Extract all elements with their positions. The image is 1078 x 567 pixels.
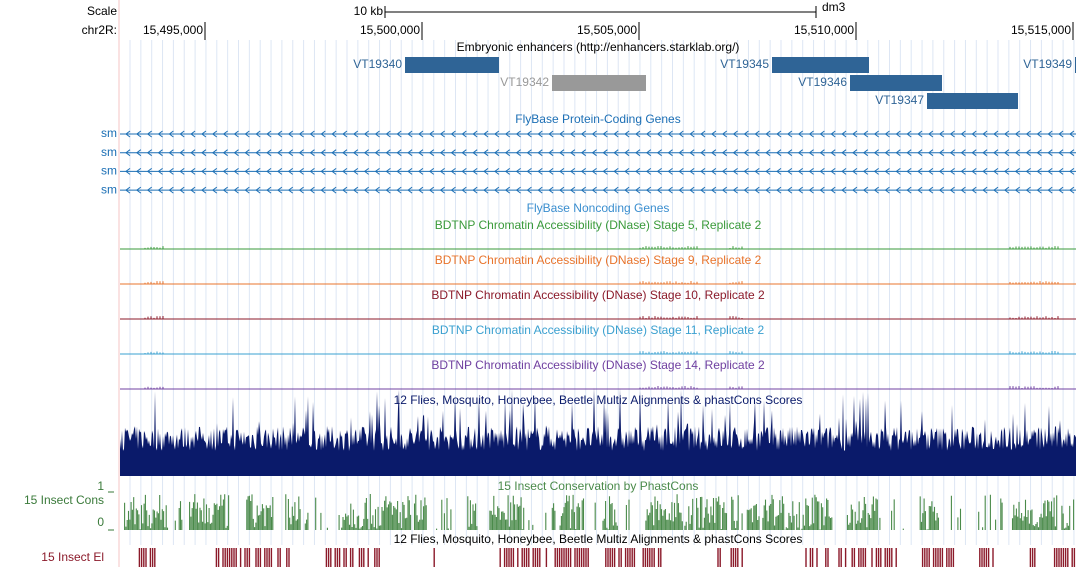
gene-arrows — [125, 186, 1075, 194]
gene-label: sm — [101, 164, 117, 178]
dnase-signal — [144, 316, 1059, 319]
track-label: 15 Insect El — [41, 550, 104, 564]
position-tick-label: 15,505,000 — [577, 23, 637, 37]
chrom-label: chr2R: — [82, 23, 117, 37]
gene-arrows — [125, 149, 1075, 157]
gene-label: sm — [101, 126, 117, 140]
enhancer — [927, 93, 1018, 109]
phastcons-wiggle — [124, 494, 1075, 530]
dnase-signal — [144, 281, 1059, 284]
scale-label: Scale — [87, 4, 117, 18]
gene-arrows — [125, 130, 1075, 138]
dnase-signal — [144, 351, 1059, 354]
enhancer — [772, 57, 869, 73]
enhancer-label: VT19349 — [1023, 57, 1072, 71]
enhancer — [1075, 57, 1076, 73]
position-tick-label: 15,515,000 — [1011, 23, 1071, 37]
track-title: 12 Flies, Mosquito, Honeybee, Beetle Mul… — [394, 393, 803, 407]
track-title: FlyBase Noncoding Genes — [527, 201, 670, 215]
enhancer-label: VT19346 — [798, 75, 847, 89]
enhancer — [405, 57, 499, 73]
position-tick-label: 15,495,000 — [143, 23, 203, 37]
gene-label: sm — [101, 145, 117, 159]
scale-bar-label: 10 kb — [354, 4, 384, 18]
track-title: 12 Flies, Mosquito, Honeybee, Beetle Mul… — [394, 532, 803, 546]
gene-arrows — [125, 168, 1075, 175]
enhancer-label: VT19347 — [875, 93, 924, 107]
track-title: Embryonic enhancers (http://enhancers.st… — [457, 40, 740, 54]
axis-label: 0 — [97, 515, 104, 529]
track-title: BDTNP Chromatin Accessibility (DNase) St… — [432, 323, 765, 337]
enhancer-label: VT19342 — [500, 75, 549, 89]
enhancer-label: VT19345 — [720, 57, 769, 71]
multiz-wiggle — [120, 387, 1076, 476]
track-title: BDTNP Chromatin Accessibility (DNase) St… — [435, 218, 762, 232]
track-label: 15 Insect Cons — [24, 493, 104, 507]
track-title: BDTNP Chromatin Accessibility (DNase) St… — [431, 358, 765, 372]
enhancer — [850, 75, 942, 91]
position-tick-label: 15,510,000 — [794, 23, 854, 37]
enhancer — [552, 75, 646, 91]
track-title: BDTNP Chromatin Accessibility (DNase) St… — [435, 253, 762, 267]
element-bars — [138, 548, 1076, 567]
enhancer-label: VT19340 — [353, 57, 402, 71]
position-tick-label: 15,500,000 — [360, 23, 420, 37]
dnase-signal — [144, 386, 1059, 389]
track-title: BDTNP Chromatin Accessibility (DNase) St… — [431, 288, 765, 302]
gene-label: sm — [101, 182, 117, 196]
axis-label: 1 — [97, 479, 104, 493]
assembly: dm3 — [822, 0, 846, 14]
track-title: FlyBase Protein-Coding Genes — [515, 112, 680, 126]
dnase-signal — [144, 246, 1059, 249]
track-title: 15 Insect Conservation by PhastCons — [498, 479, 699, 493]
